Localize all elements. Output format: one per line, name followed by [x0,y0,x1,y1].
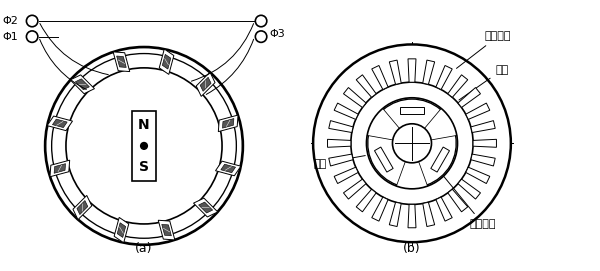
Polygon shape [343,179,366,199]
Polygon shape [466,103,490,120]
Polygon shape [223,118,234,128]
Polygon shape [329,154,353,166]
Polygon shape [356,189,376,212]
Polygon shape [343,88,366,108]
Polygon shape [199,202,212,213]
Polygon shape [423,202,434,227]
Polygon shape [372,66,388,89]
Polygon shape [50,160,70,177]
Polygon shape [436,197,452,221]
Circle shape [52,54,236,238]
Text: Φ3: Φ3 [269,29,284,39]
Polygon shape [400,107,424,114]
Polygon shape [221,164,236,173]
Polygon shape [448,189,468,212]
Text: Φ2: Φ2 [2,16,18,26]
Polygon shape [458,88,481,108]
Polygon shape [389,202,401,227]
Text: (a): (a) [135,242,153,255]
Circle shape [66,68,222,224]
Polygon shape [76,79,89,90]
Polygon shape [158,220,175,240]
Polygon shape [77,201,88,215]
Polygon shape [466,167,490,183]
Polygon shape [200,77,211,91]
Polygon shape [116,56,126,67]
Circle shape [26,15,38,27]
Circle shape [256,15,267,27]
Polygon shape [162,224,172,236]
Polygon shape [159,49,174,75]
Polygon shape [114,217,129,243]
Circle shape [140,143,148,149]
Polygon shape [334,103,358,120]
Polygon shape [408,59,416,82]
Polygon shape [471,154,495,166]
Polygon shape [117,223,125,237]
Circle shape [367,98,458,189]
Polygon shape [113,52,130,72]
Polygon shape [356,75,376,97]
Text: 转子: 转子 [313,156,365,169]
Text: 永久磁铁: 永久磁铁 [440,171,496,228]
Polygon shape [163,54,171,69]
Polygon shape [328,139,351,147]
Polygon shape [47,116,73,131]
Text: Φ1: Φ1 [2,32,18,42]
Polygon shape [431,147,449,172]
Polygon shape [458,179,481,199]
Polygon shape [329,121,353,133]
Polygon shape [334,167,358,183]
Polygon shape [448,75,468,97]
Circle shape [351,82,473,204]
Polygon shape [52,119,67,128]
Circle shape [26,31,38,42]
Polygon shape [389,60,401,84]
Polygon shape [194,198,218,217]
Circle shape [256,31,267,42]
Polygon shape [73,195,92,220]
Polygon shape [436,66,452,89]
Polygon shape [372,197,388,221]
Text: S: S [139,160,149,174]
Text: 定子: 定子 [459,65,508,100]
Text: N: N [138,118,150,132]
Polygon shape [408,204,416,228]
Polygon shape [215,161,241,176]
Polygon shape [70,75,94,94]
Polygon shape [54,164,65,173]
Text: 定子线圈: 定子线圈 [457,31,511,68]
Bar [131,111,157,181]
Polygon shape [374,147,393,172]
Polygon shape [471,121,495,133]
Text: (b): (b) [403,242,421,255]
Polygon shape [196,72,215,96]
Polygon shape [218,115,238,132]
Circle shape [392,124,431,163]
Polygon shape [423,60,434,84]
Circle shape [313,44,511,242]
Polygon shape [473,139,496,147]
